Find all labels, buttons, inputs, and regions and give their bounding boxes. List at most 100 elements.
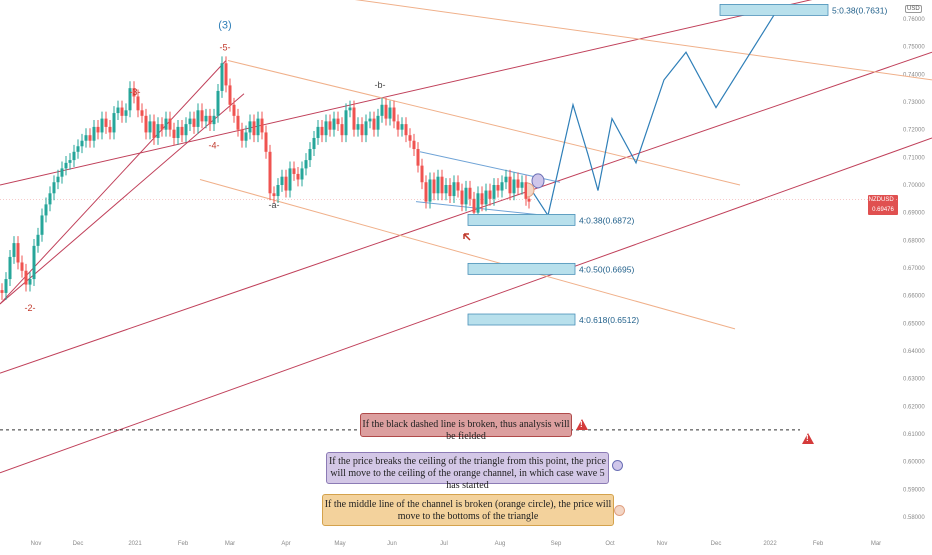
candle-body [524,182,528,199]
target-label: 4:0.618(0.6512) [579,315,639,325]
target-label: 4:0.38(0.6872) [579,215,634,225]
candle-body [200,110,204,122]
candle-body [364,121,368,136]
candle-body [360,124,364,136]
candle-body [527,198,531,202]
candle-body [224,63,228,86]
candle-body [288,168,292,191]
candle-body [272,193,276,197]
candle-body [280,176,284,185]
candle-body [156,124,160,138]
price-tag-countdown: 16:06:28 [871,217,895,223]
price-tag-symbol: NZDUSD · 0.69476 [868,197,898,213]
y-tick-label: 0.63000 [903,377,925,383]
note-middle-line: If the middle line of the channel is bro… [322,494,614,526]
candle-body [476,193,480,213]
candle-body [448,185,452,197]
candle-body [52,182,56,194]
candle-body [212,115,216,125]
purple-circle-icon [612,460,623,471]
y-tick-label: 0.73000 [903,100,925,106]
candle-body [240,129,244,141]
candle-body [112,113,116,133]
candle-body [84,135,88,141]
y-tick-label: 0.72000 [903,128,925,134]
candle-body [164,118,168,130]
y-tick-label: 0.70000 [903,183,925,189]
candle-body [436,176,440,194]
candle-body [292,168,296,174]
candle-body [256,118,260,136]
candle-body [20,262,24,271]
candle-body [404,124,408,136]
candle-body [372,118,376,130]
x-tick-label: Dec [73,541,84,547]
candle-body [324,121,328,136]
x-tick-label: 2021 [128,541,142,547]
channel-line [199,178,736,330]
candle-body [472,198,476,213]
target-label: 4:0.50(0.6695) [579,264,634,274]
candle-body [484,190,488,205]
candle-body [132,88,136,97]
candle-body [488,190,492,199]
channel-line [415,201,546,216]
x-tick-label: 2022 [763,541,777,547]
candle-body [392,107,396,122]
candle-body [480,193,484,205]
candle-body [296,173,300,180]
candle-body [204,115,208,122]
candle-body [116,107,120,114]
x-tick-label: Mar [225,541,235,547]
candle-body [100,118,104,133]
candle-body [76,146,80,152]
x-tick-label: Dec [711,541,722,547]
candle-body [48,193,52,205]
candle-body [64,162,68,169]
candle-body [284,176,288,191]
candle-body [420,165,424,183]
candle-body [44,204,48,216]
candle-body [0,290,4,293]
wave-label: -3- [130,87,141,97]
candle-body [504,176,508,183]
candle-body [368,118,372,122]
candle-body [140,110,144,116]
candle-body [264,132,268,152]
candle-body [88,135,92,141]
y-tick-label: 0.66000 [903,294,925,300]
candle-body [180,126,184,136]
candle-body [136,96,140,111]
x-tick-label: Nov [657,541,668,547]
candle-body [236,115,240,130]
target-label: 5:0.38(0.7631) [832,5,887,15]
candle-body [152,121,156,138]
orange-circle-icon [614,505,625,516]
candle-body [336,118,340,125]
note-dashed-line: If the black dashed line is broken, thus… [360,413,572,442]
wave-label: -b- [375,80,386,90]
candle-body [312,137,316,150]
candle-body [424,182,428,202]
candle-body [220,63,224,91]
candle-body [452,182,456,197]
candle-body [28,279,32,285]
candle-body [208,115,212,125]
candle-body [388,107,392,119]
candle-body [244,132,248,141]
candle-body [300,168,304,180]
currency-label: USD [905,5,922,13]
candle-body [124,110,128,116]
x-tick-label: Aug [495,541,506,547]
candle-body [184,124,188,136]
target-box [467,214,576,226]
y-tick-label: 0.76000 [903,17,925,23]
candle-body [440,176,444,194]
y-tick-label: 0.65000 [903,321,925,327]
x-tick-label: Sep [551,541,562,547]
candle-body [248,121,252,133]
candle-body [24,270,28,285]
candle-body [60,168,64,177]
